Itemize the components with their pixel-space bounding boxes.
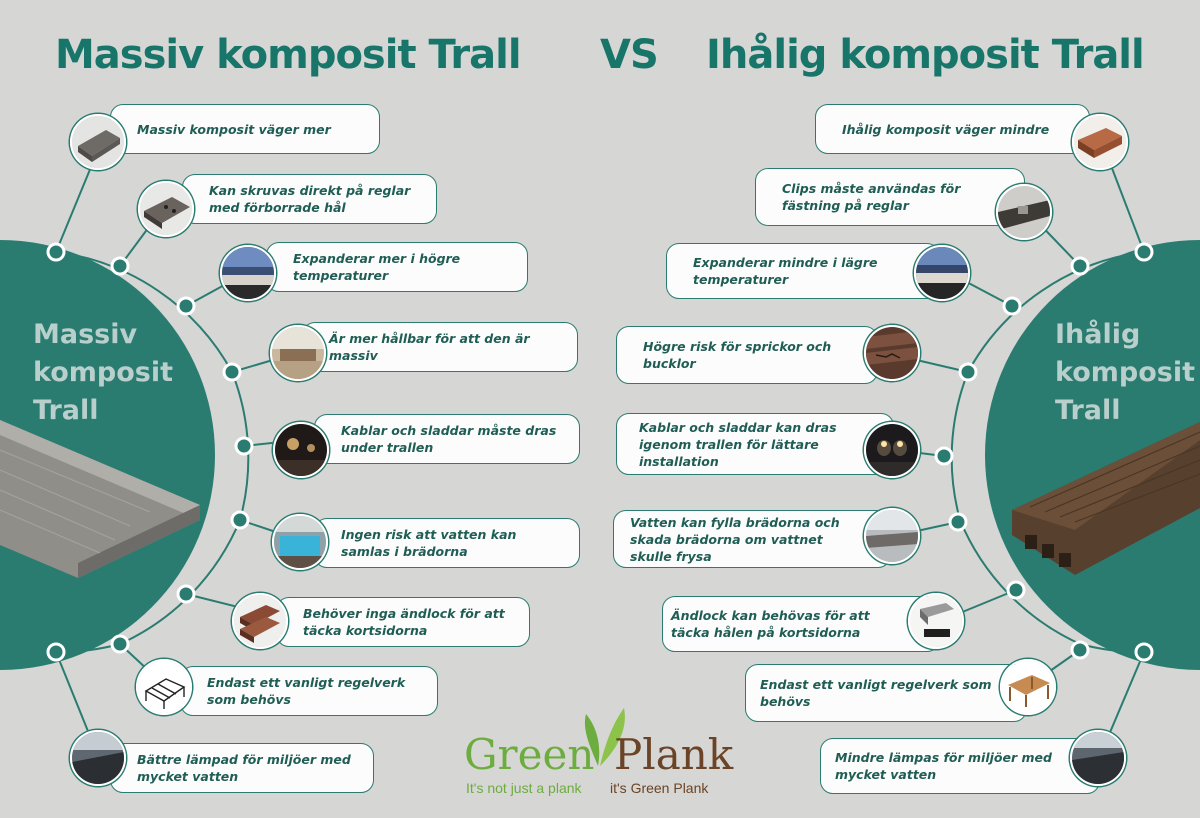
left-item-text: Är mer hållbar för att den är massiv xyxy=(329,331,530,363)
right-item-2: Clips måste användas för fästning på reg… xyxy=(755,168,1025,226)
right-item-text: Kablar och sladdar kan dras igenom trall… xyxy=(639,419,837,469)
right-item-9: Mindre lämpas för miljöer med mycket vat… xyxy=(820,738,1100,794)
durable-deck-icon xyxy=(270,325,326,381)
right-item-text: Clips måste användas för fästning på reg… xyxy=(782,181,961,213)
cool-deck-icon xyxy=(914,245,970,301)
wet-deck-icon xyxy=(1070,730,1126,786)
left-item-text: Bättre lämpad för miljöer med mycket vat… xyxy=(137,752,351,784)
right-item-text: Ihålig komposit väger mindre xyxy=(842,121,1050,137)
solid-board-icon xyxy=(70,114,126,170)
board-ends-icon xyxy=(232,593,288,649)
logo-word-plank: Plank xyxy=(614,730,734,779)
left-item-3: Expanderar mer i högre temperaturer xyxy=(266,242,528,292)
wall-lights-icon xyxy=(864,422,920,478)
left-item-text: Behöver inga ändlock för att täcka korts… xyxy=(303,606,505,638)
right-item-1: Ihålig komposit väger mindre xyxy=(815,104,1090,154)
end-cap-icon xyxy=(908,593,964,649)
right-big-circle xyxy=(985,240,1200,670)
left-item-text: Kan skruvas direkt på reglar med förborr… xyxy=(209,183,411,215)
frozen-board-icon xyxy=(864,508,920,564)
right-title: Ihålig komposit Trall xyxy=(706,32,1145,78)
greenplank-logo: Green Plank It's not just a plank it's G… xyxy=(462,700,734,810)
left-item-7: Behöver inga ändlock för att täcka korts… xyxy=(276,597,530,647)
pool-icon xyxy=(272,514,328,570)
left-item-text: Endast ett vanligt regelverk som behövs xyxy=(207,675,406,707)
left-item-9: Bättre lämpad för miljöer med mycket vat… xyxy=(110,743,374,793)
water-deck-icon xyxy=(70,730,126,786)
left-item-4: Är mer hållbar för att den är massiv xyxy=(302,322,578,372)
right-item-text: Expanderar mindre i lägre temperaturer xyxy=(693,255,878,287)
leaf-icon xyxy=(584,708,625,766)
right-item-8: Endast ett vanligt regelverk som behövs xyxy=(745,664,1027,722)
right-item-text: Endast ett vanligt regelverk som behövs xyxy=(760,677,992,709)
deck-frame-icon xyxy=(1000,659,1056,715)
left-title: Massiv komposit Trall xyxy=(55,32,522,78)
right-item-text: Ändlock kan behövas för att täcka hålen … xyxy=(671,608,870,640)
joist-frame-icon xyxy=(136,659,192,715)
left-item-6: Ingen risk att vatten kan samlas i brädo… xyxy=(314,518,580,568)
right-item-text: Högre risk för sprickor och bucklor xyxy=(643,339,832,371)
left-item-1: Massiv komposit väger mer xyxy=(110,104,380,154)
right-item-7: Ändlock kan behövas för att täcka hålen … xyxy=(662,596,940,652)
night-lights-icon xyxy=(273,422,329,478)
left-item-text: Ingen risk att vatten kan samlas i brädo… xyxy=(341,527,517,559)
left-item-text: Expanderar mer i högre temperaturer xyxy=(293,251,461,283)
clip-icon xyxy=(996,184,1052,240)
right-item-4: Högre risk för sprickor och bucklor xyxy=(616,326,878,384)
left-item-5: Kablar och sladdar måste dras under tral… xyxy=(314,414,580,464)
cracked-board-icon xyxy=(864,325,920,381)
left-item-text: Kablar och sladdar måste dras under tral… xyxy=(341,423,557,455)
logo-tagline-right: it's Green Plank xyxy=(610,780,709,796)
solid-board-illustration xyxy=(0,420,200,578)
left-item-text: Massiv komposit väger mer xyxy=(137,121,331,137)
right-item-3: Expanderar mindre i lägre temperaturer xyxy=(666,243,940,299)
hot-deck-icon xyxy=(220,245,276,301)
right-item-text: Mindre lämpas för miljöer med mycket vat… xyxy=(835,750,1052,782)
hollow-board-illustration xyxy=(1012,422,1200,575)
right-item-5: Kablar och sladdar kan dras igenom trall… xyxy=(616,413,894,475)
right-item-6: Vatten kan fylla brädorna och skada bräd… xyxy=(613,510,891,568)
logo-tagline-left: It's not just a plank xyxy=(466,780,582,796)
left-circle-label: Massiv komposit Trall xyxy=(33,319,174,426)
left-item-8: Endast ett vanligt regelverk som behövs xyxy=(180,666,438,716)
hollow-board-icon xyxy=(1072,114,1128,170)
left-item-2: Kan skruvas direkt på reglar med förborr… xyxy=(182,174,437,224)
right-circle-label: Ihålig komposit Trall xyxy=(1055,319,1196,426)
right-item-text: Vatten kan fylla brädorna och skada bräd… xyxy=(630,514,840,564)
screwed-board-icon xyxy=(138,181,194,237)
logo-word-green: Green xyxy=(464,730,595,779)
vs-label: VS xyxy=(600,32,659,78)
